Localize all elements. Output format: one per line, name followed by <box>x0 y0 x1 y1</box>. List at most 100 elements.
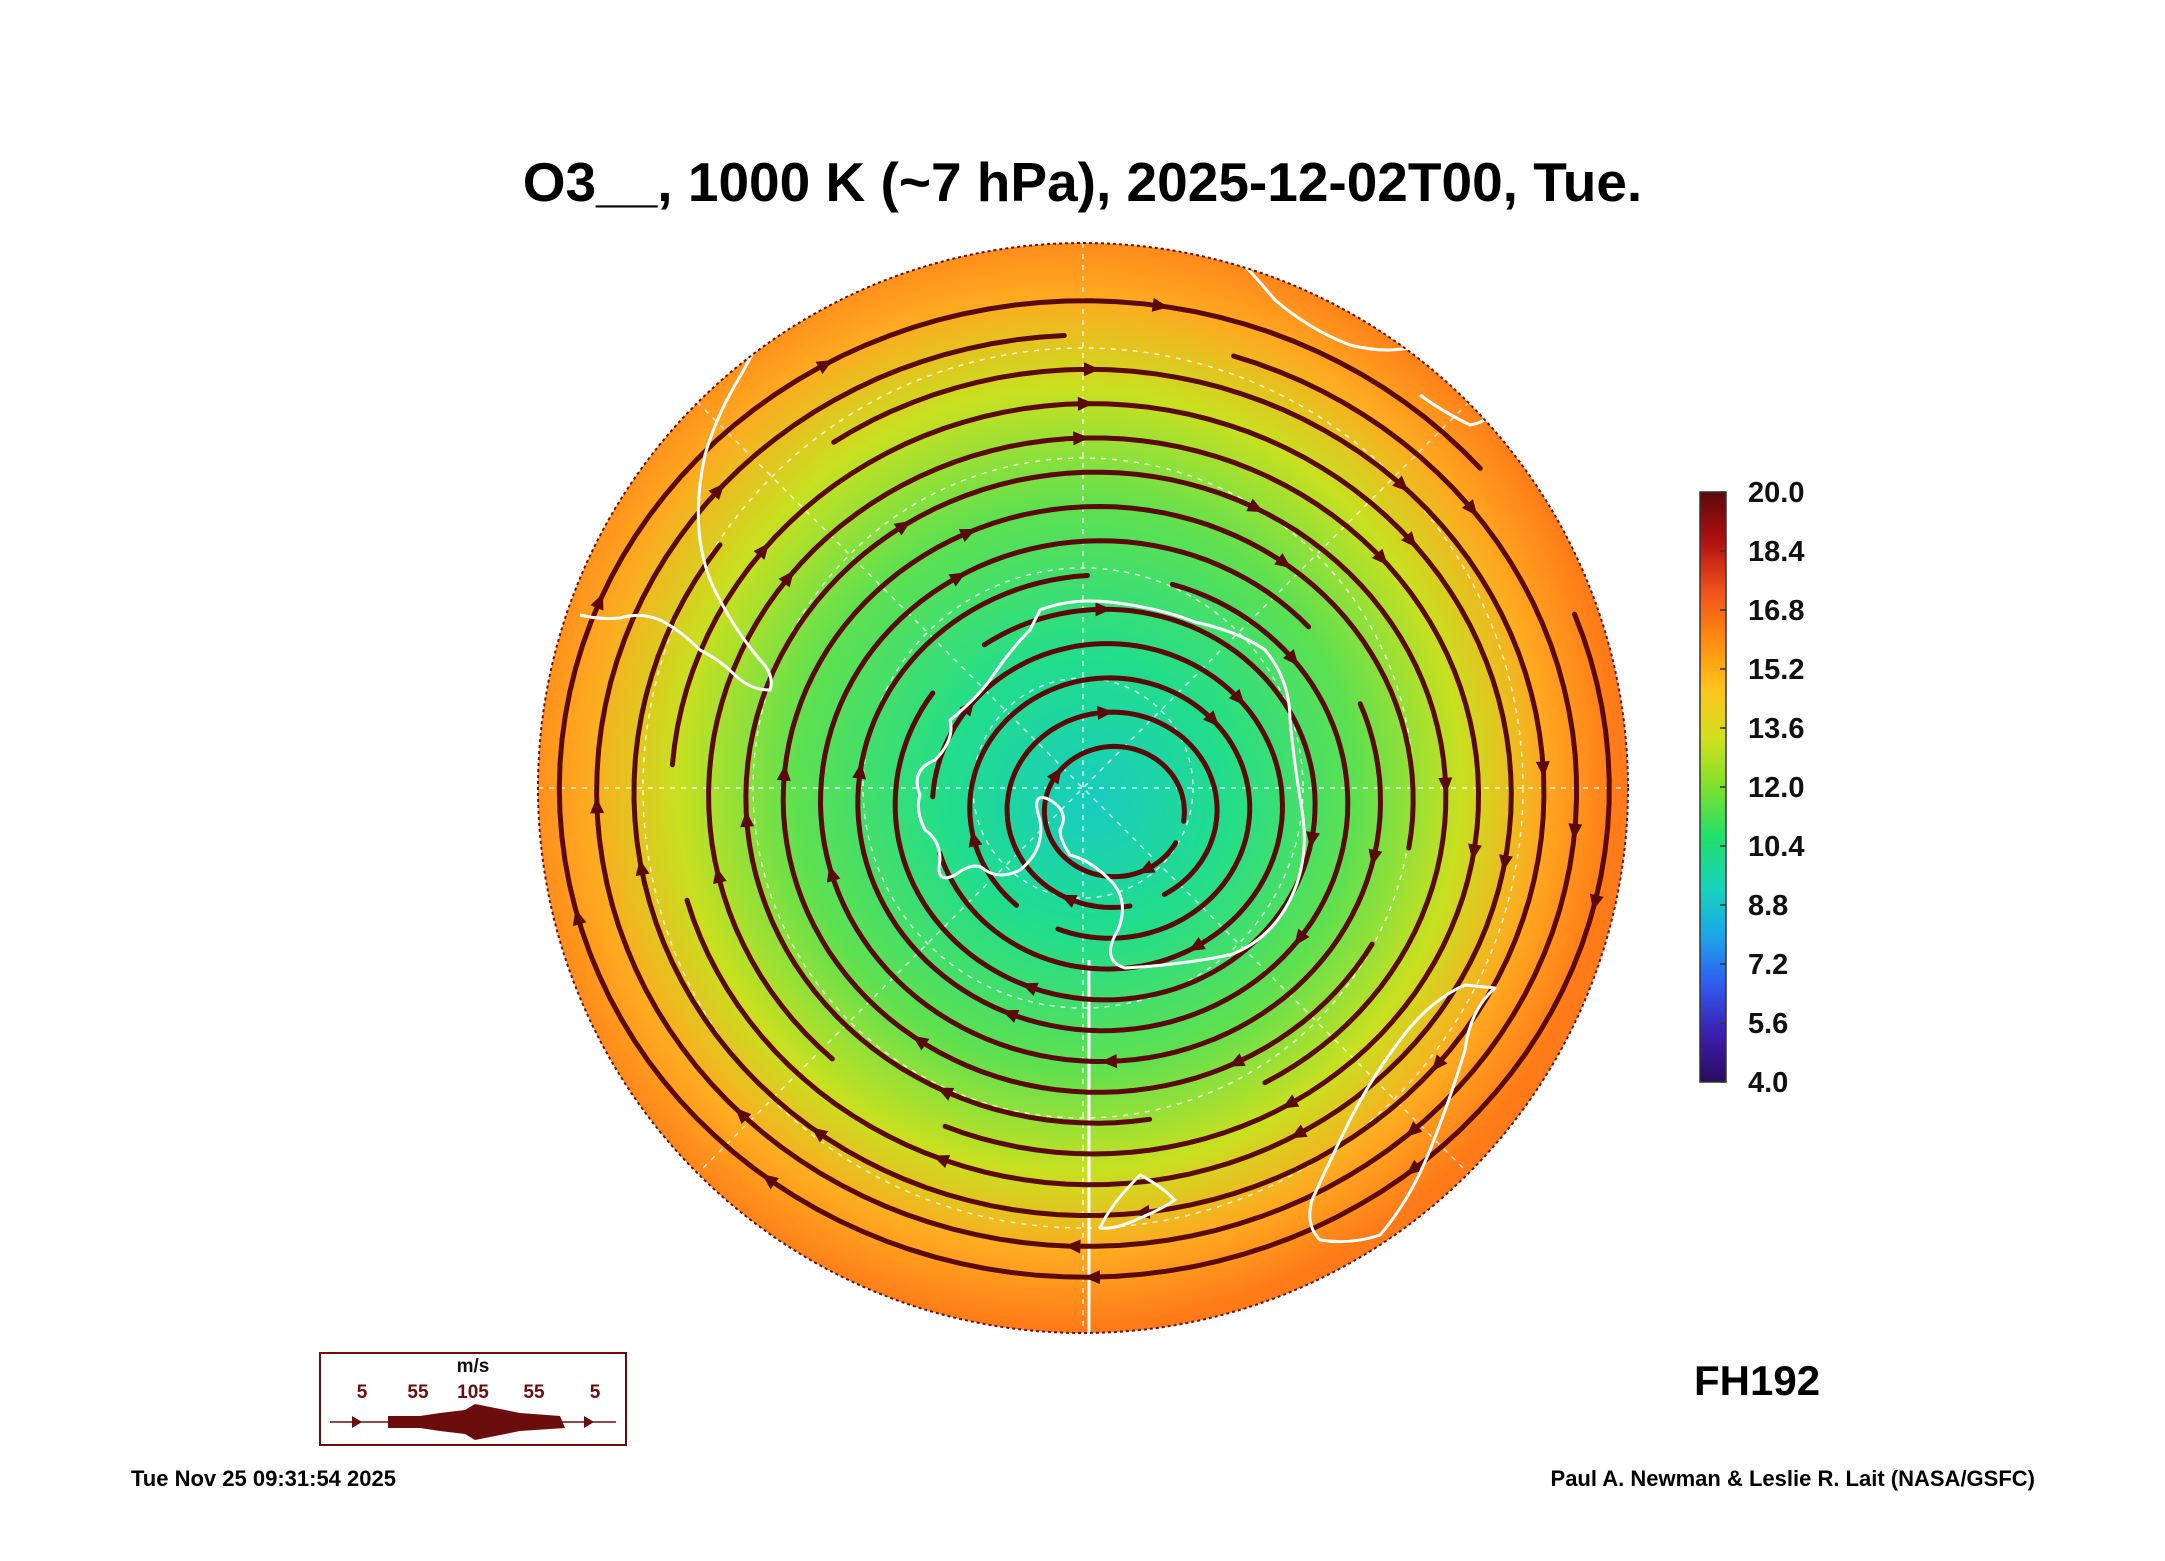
wind-legend-speed: 5 <box>357 1382 368 1403</box>
streamline-arrow <box>1097 705 1114 720</box>
streamline-arrow <box>1064 1239 1081 1254</box>
streamline-arrow <box>1138 860 1156 874</box>
colorbar-tick-label: 15.2 <box>1748 654 1804 686</box>
streamline-arrow <box>1073 431 1090 446</box>
streamline-arrow <box>1468 843 1482 861</box>
streamline-arrow <box>948 572 966 587</box>
streamline-arrow <box>1095 602 1112 617</box>
generation-timestamp: Tue Nov 25 09:31:54 2025 <box>131 1466 396 1491</box>
wind-speed-legend: m/s 5 55 105 55 5 <box>319 1352 627 1446</box>
wind-legend-speed: 55 <box>523 1382 545 1403</box>
streamline-arrow <box>893 520 911 536</box>
map-boundary <box>537 242 1629 1334</box>
wind-legend-speed: 105 <box>457 1382 489 1403</box>
streamline-arrow <box>776 764 791 782</box>
streamline-arrow <box>1461 499 1478 517</box>
streamline-arrow <box>590 797 605 814</box>
streamline-arrow <box>1406 1159 1423 1176</box>
colorbar-tick-label: 7.2 <box>1748 949 1788 981</box>
streamline-arrow <box>1368 848 1383 866</box>
streamline <box>967 675 1253 941</box>
wind-legend-arrow <box>388 1404 565 1440</box>
streamline <box>706 435 1482 1157</box>
colorbar: 20.0 18.4 16.8 15.2 13.6 12.0 10.4 8.8 7.2 5.6 4.0 <box>1699 477 1804 1099</box>
streamline-arrow <box>1401 531 1417 548</box>
streamline-arrow <box>1431 1054 1448 1072</box>
streamline-arrow <box>1228 688 1245 706</box>
streamline <box>631 366 1547 1219</box>
streamline-arrow <box>1282 649 1299 666</box>
streamline-arrow <box>1228 1053 1246 1067</box>
streamline-arrow <box>932 1154 951 1169</box>
colorbar-tick-label: 18.4 <box>1748 536 1804 568</box>
streamline-arrow <box>1274 553 1292 569</box>
streamline-arrow <box>740 810 755 828</box>
streamline <box>669 401 1514 1188</box>
streamline-arrow <box>912 1035 930 1051</box>
streamline-arrow <box>713 866 727 885</box>
streamline-arrow <box>572 908 587 927</box>
streamline-arrow <box>1438 777 1453 794</box>
streamline-arrow <box>753 542 770 560</box>
colorbar-tick-label: 5.6 <box>1748 1008 1788 1040</box>
streamline-arrow <box>815 359 833 374</box>
south-america-coastline <box>579 327 773 692</box>
colorbar-tick-label: 16.8 <box>1748 595 1804 627</box>
wind-legend-unit: m/s <box>457 1356 490 1377</box>
streamline-arrow <box>1021 982 1039 996</box>
streamline-arrow <box>1100 1054 1118 1069</box>
colorbar-tick-label: 4.0 <box>1748 1067 1788 1099</box>
colorbar-tick-label: 12.0 <box>1748 772 1804 804</box>
streamline-arrow <box>1392 475 1409 492</box>
streamline <box>930 641 1285 972</box>
streamline-arrow <box>778 570 794 588</box>
streamline-arrow <box>1290 1124 1308 1139</box>
streamline-arrow <box>852 762 867 780</box>
streamline-arrow <box>1046 767 1062 785</box>
streamline-arrow <box>1535 761 1550 778</box>
streamline <box>817 538 1384 1065</box>
streamline-arrow <box>936 1087 955 1101</box>
streamline-arrow <box>1077 396 1094 411</box>
streamline <box>1041 743 1187 880</box>
streamline-arrow <box>761 1173 779 1190</box>
colorbar-tick-label: 20.0 <box>1748 477 1804 509</box>
streamline-arrow <box>1589 893 1604 911</box>
wind-legend-speed: 55 <box>407 1382 429 1403</box>
streamline-arrow <box>590 593 604 611</box>
streamline-arrow <box>1499 854 1513 872</box>
streamline-arrow <box>1294 928 1310 946</box>
streamline <box>743 469 1449 1126</box>
streamline <box>556 298 1612 1280</box>
streamline-arrow <box>959 699 975 717</box>
antarctica-coastline <box>915 599 1306 970</box>
streamline-arrow <box>1203 710 1220 727</box>
southern-africa-coastline <box>1308 983 1497 1244</box>
streamline-arrow <box>1151 297 1169 312</box>
wind-streamlines <box>556 297 1612 1285</box>
credit-line: Paul A. Newman & Leslie R. Lait (NASA/GS… <box>1550 1466 2035 1491</box>
streamline-arrow <box>1306 831 1320 849</box>
streamline-arrow <box>1281 1094 1300 1109</box>
streamline-arrow <box>708 483 725 500</box>
colorbar-tick-label: 13.6 <box>1748 713 1804 745</box>
streamline-arrow <box>811 1127 829 1143</box>
streamline-arrow <box>826 865 841 883</box>
streamline-arrow <box>958 528 977 542</box>
new-zealand-coastline <box>1098 1173 1177 1230</box>
streamline-arrow <box>1405 1121 1423 1137</box>
colorbar-tick-label: 10.4 <box>1748 831 1804 863</box>
streamline-arrow <box>1246 498 1264 513</box>
streamline-arrow <box>1371 548 1388 566</box>
streamline <box>855 573 1351 1034</box>
streamline <box>780 503 1416 1095</box>
streamline <box>1004 709 1220 910</box>
streamline-arrow <box>1083 1270 1101 1285</box>
streamline-arrow <box>1188 937 1206 952</box>
map-title: O3__, 1000 K (~7 hPa), 2025-12-02T00, Tu… <box>522 151 1643 213</box>
streamline-arrow <box>735 1107 752 1124</box>
streamline-arrow <box>968 830 983 848</box>
streamline-arrow <box>1083 362 1100 377</box>
streamline-arrow <box>1001 1009 1020 1023</box>
